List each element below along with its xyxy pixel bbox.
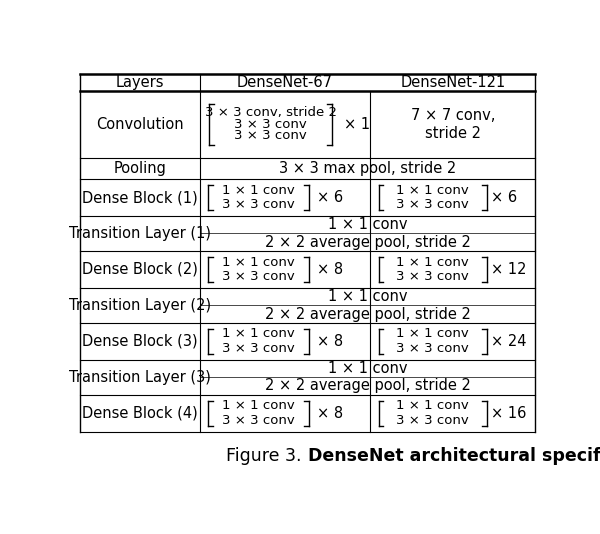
Text: × 8: × 8 (317, 262, 343, 277)
Text: Figure 3.: Figure 3. (227, 446, 308, 465)
Text: × 6: × 6 (317, 190, 343, 205)
Text: × 12: × 12 (491, 262, 527, 277)
Text: 2 × 2 average pool, stride 2: 2 × 2 average pool, stride 2 (265, 307, 470, 321)
Text: DenseNet-121: DenseNet-121 (400, 75, 505, 90)
Text: 1 × 1 conv: 1 × 1 conv (328, 289, 407, 304)
Text: stride 2: stride 2 (425, 126, 481, 141)
Text: 1 × 1 conv: 1 × 1 conv (222, 399, 295, 412)
Text: Transition Layer (1): Transition Layer (1) (68, 226, 211, 241)
Text: Dense Block (4): Dense Block (4) (82, 406, 197, 421)
Text: 3 × 3 conv, stride 2: 3 × 3 conv, stride 2 (205, 106, 337, 120)
Text: Dense Block (3): Dense Block (3) (82, 334, 197, 349)
Text: Dense Block (1): Dense Block (1) (82, 190, 197, 205)
Text: Transition Layer (3): Transition Layer (3) (68, 370, 211, 385)
Text: 1 × 1 conv: 1 × 1 conv (328, 361, 407, 376)
Text: 3 × 3 max pool, stride 2: 3 × 3 max pool, stride 2 (279, 161, 456, 176)
Text: 2 × 2 average pool, stride 2: 2 × 2 average pool, stride 2 (265, 234, 470, 249)
Text: 1 × 1 conv: 1 × 1 conv (396, 327, 469, 341)
Text: 3 × 3 conv: 3 × 3 conv (222, 414, 295, 427)
Text: 3 × 3 conv: 3 × 3 conv (222, 342, 295, 355)
Text: Pooling: Pooling (113, 161, 166, 176)
Text: × 8: × 8 (317, 406, 343, 421)
Text: × 16: × 16 (491, 406, 527, 421)
Text: 3 × 3 conv: 3 × 3 conv (396, 270, 469, 284)
Text: 3 × 3 conv: 3 × 3 conv (234, 118, 307, 131)
Text: Convolution: Convolution (96, 117, 184, 132)
Text: Dense Block (2): Dense Block (2) (82, 262, 197, 277)
Text: 1 × 1 conv: 1 × 1 conv (396, 399, 469, 412)
Text: 3 × 3 conv: 3 × 3 conv (396, 414, 469, 427)
Text: Transition Layer (2): Transition Layer (2) (68, 298, 211, 313)
Text: 1 × 1 conv: 1 × 1 conv (222, 256, 295, 269)
Text: 1 × 1 conv: 1 × 1 conv (222, 184, 295, 197)
Text: 1 × 1 conv: 1 × 1 conv (396, 256, 469, 269)
Text: DenseNet-67: DenseNet-67 (237, 75, 333, 90)
Text: × 24: × 24 (491, 334, 527, 349)
Text: 3 × 3 conv: 3 × 3 conv (222, 270, 295, 284)
Text: 1 × 1 conv: 1 × 1 conv (328, 217, 407, 232)
Text: × 6: × 6 (491, 190, 517, 205)
Text: 1 × 1 conv: 1 × 1 conv (222, 327, 295, 341)
Text: Layers: Layers (115, 75, 164, 90)
Text: × 8: × 8 (317, 334, 343, 349)
Text: 2 × 2 average pool, stride 2: 2 × 2 average pool, stride 2 (265, 379, 470, 394)
Text: × 1: × 1 (344, 117, 370, 132)
Text: DenseNet architectural specifications.: DenseNet architectural specifications. (308, 446, 600, 465)
Text: 1 × 1 conv: 1 × 1 conv (396, 184, 469, 197)
Text: 7 × 7 conv,: 7 × 7 conv, (410, 108, 495, 123)
Text: 3 × 3 conv: 3 × 3 conv (396, 342, 469, 355)
Text: 3 × 3 conv: 3 × 3 conv (234, 129, 307, 143)
Text: 3 × 3 conv: 3 × 3 conv (222, 199, 295, 211)
Text: 3 × 3 conv: 3 × 3 conv (396, 199, 469, 211)
